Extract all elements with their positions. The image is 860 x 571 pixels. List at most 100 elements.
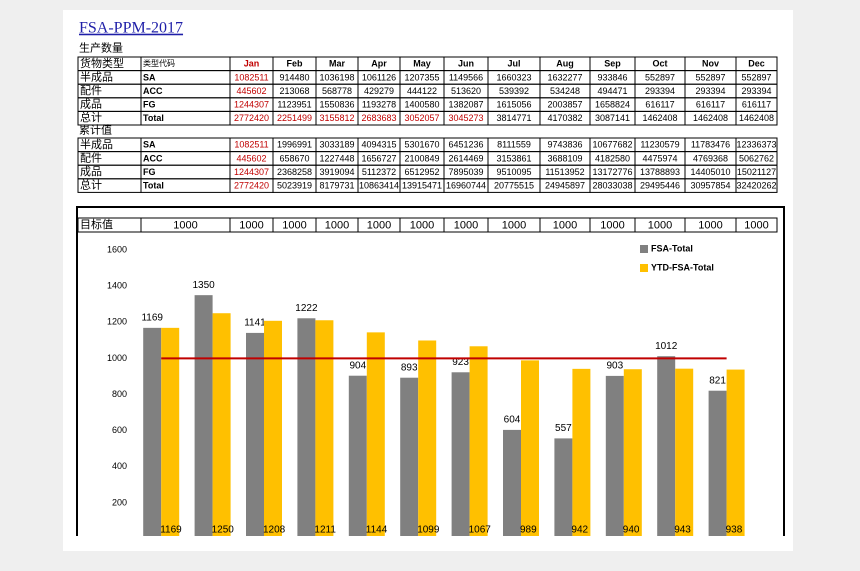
cell-text: 2772420 (234, 180, 269, 190)
cell-text: 13915471 (402, 180, 442, 190)
cell-text: 6512952 (404, 167, 439, 177)
data-label: 940 (623, 525, 640, 536)
bar (194, 295, 213, 536)
cell-text: Jan (244, 59, 260, 69)
cell-text: 4475974 (642, 153, 677, 163)
chart-area: 200 400 600 800 1000 1200 1400 1600 1169 1350 1141… (76, 206, 785, 536)
cell-text: 2683683 (361, 113, 396, 123)
cell-text: 552897 (741, 72, 771, 82)
bar (657, 356, 676, 536)
cell-text: 3033189 (319, 140, 354, 150)
cell-text: 7895039 (448, 167, 483, 177)
cell (735, 178, 778, 193)
cell-text: 15021127 (737, 167, 776, 177)
cell-text: 11230579 (640, 140, 679, 150)
cell-text: 目标值 (80, 217, 113, 231)
data-label: 1012 (655, 341, 678, 352)
cell-text: 9510095 (496, 167, 531, 177)
cell-text: 3045273 (448, 113, 483, 123)
data-label: 1141 (244, 318, 266, 329)
cell-text: Apr (371, 59, 387, 69)
cell-text: 933846 (597, 72, 627, 82)
cell-text: 616117 (696, 99, 725, 109)
legend-swatch (640, 245, 648, 253)
cell-text: SA (143, 72, 156, 82)
cell-text: 1149566 (449, 72, 483, 82)
cell-text: 总计 (80, 110, 102, 124)
cell-text: 3919094 (319, 167, 354, 177)
bar (503, 429, 521, 536)
cell-text: 1244307 (234, 99, 269, 109)
cell-text: 444122 (407, 86, 437, 96)
cell-text: Jul (507, 59, 520, 69)
data-label: 1169 (160, 525, 182, 536)
cell-text: 213068 (279, 86, 309, 96)
cell-text: 配件 (80, 151, 102, 164)
cell-text: 1615056 (496, 99, 531, 109)
cell-text: Nov (702, 59, 719, 69)
bar (161, 327, 180, 536)
cell-text: 1000 (648, 219, 672, 231)
cell-text: 24945897 (545, 180, 585, 190)
cell-text: 1000 (239, 219, 263, 231)
cell-text: 配件 (80, 84, 102, 97)
cell-text: 3087141 (595, 113, 630, 123)
bar (264, 320, 282, 536)
cell-text: 1000 (553, 219, 577, 231)
cell-text: 658670 (279, 153, 309, 163)
cell-text: 539392 (499, 86, 529, 96)
cell-text: 1000 (744, 219, 768, 231)
bar (469, 346, 488, 536)
bar (554, 438, 573, 536)
cell-text: 914480 (279, 72, 309, 82)
cell-text: 3052057 (404, 113, 439, 123)
cell-text: 1000 (600, 219, 624, 231)
y-tick-label: 200 (112, 497, 127, 507)
data-label: 938 (726, 525, 743, 536)
cell-text: 成品 (80, 165, 102, 178)
cell-text: 11783476 (691, 140, 730, 150)
bar (297, 318, 316, 536)
cell-text: 568778 (322, 86, 352, 96)
y-tick-label: 800 (112, 389, 127, 399)
data-label: 1250 (212, 525, 235, 536)
cell-text: 1244307 (234, 167, 269, 177)
cell-text: 28033038 (592, 180, 632, 190)
cell-text: 1036198 (319, 72, 354, 82)
cell-text: 1207355 (404, 72, 439, 82)
chart-frame (76, 206, 785, 536)
cell-text: 14405010 (690, 167, 730, 177)
cell-text: 1082511 (234, 72, 268, 82)
cell-text: 9743836 (547, 140, 582, 150)
cell-text: 3688109 (547, 153, 582, 163)
cell-text: 10677682 (592, 140, 632, 150)
bar (572, 368, 591, 536)
cell-text: 3155812 (319, 113, 354, 123)
cell-text: 11513952 (545, 167, 584, 177)
cell-text: 半成品 (80, 137, 113, 151)
bar (521, 360, 539, 536)
cell-text: FG (143, 99, 156, 109)
cell-text: 552897 (645, 72, 675, 82)
cell-text: 445602 (236, 153, 266, 163)
data-label: 923 (452, 357, 469, 368)
y-tick-label: 400 (112, 461, 127, 471)
section-label: 累计值 (79, 124, 112, 137)
data-label: 989 (520, 525, 537, 536)
cell-text: 4094315 (361, 140, 396, 150)
y-tick-label: 600 (112, 425, 127, 435)
cell-text: 13788893 (640, 167, 680, 177)
cell-text: Sep (604, 59, 621, 69)
cell-text: Jun (458, 59, 474, 69)
data-label: 893 (401, 362, 418, 373)
cell-text: 293394 (695, 86, 725, 96)
cell-text: 2003857 (547, 99, 582, 109)
cell-text: 4769368 (693, 153, 728, 163)
cell-text: 293394 (741, 86, 771, 96)
cell-text: 6451236 (448, 140, 483, 150)
bar (143, 327, 162, 536)
cell-text: 1462408 (642, 113, 677, 123)
cell-text: 1000 (173, 219, 197, 231)
